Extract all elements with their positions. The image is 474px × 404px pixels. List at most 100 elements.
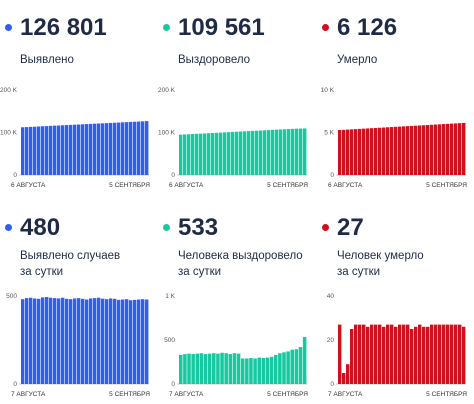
bar [454, 324, 458, 384]
stat-number: 6 126 [337, 14, 398, 41]
bar [294, 349, 299, 384]
bar [231, 131, 235, 175]
bar [212, 353, 216, 384]
stat-label-line2: за сутки [20, 266, 64, 278]
x-start-label: 6 АВГУСТА [328, 182, 363, 189]
bar [25, 127, 29, 175]
bar [199, 353, 204, 384]
bar [145, 121, 149, 175]
bar [113, 298, 117, 384]
bar [191, 354, 195, 384]
stat-label: Умерло [337, 54, 378, 66]
x-end-label: 5 СЕНТЯБРЯ [109, 182, 150, 189]
y-tick-label: 500 [6, 293, 17, 300]
stat-label: Выявлено случаев [20, 250, 121, 262]
bar [183, 134, 187, 175]
bar [145, 299, 149, 384]
bar [232, 353, 237, 384]
stat-panel-detected-total: 126 801 Выявлено 0 100 K 200 K 6 АВГУСТА 5 С… [0, 6, 155, 196]
bar [245, 358, 249, 384]
bar [61, 297, 65, 384]
bar [298, 347, 303, 384]
bar [45, 126, 49, 175]
bar [121, 122, 125, 175]
bar [207, 133, 211, 175]
bar [203, 133, 207, 175]
bar [199, 133, 203, 175]
bar [358, 128, 362, 175]
bar [402, 126, 406, 175]
y-tick-label: 0 [13, 381, 17, 388]
bar [247, 131, 251, 175]
bar [141, 121, 145, 175]
bar [195, 353, 200, 384]
bar [390, 324, 394, 384]
y-tick-label: 0 [171, 172, 175, 179]
bar [269, 356, 274, 384]
chart-detected-total: 0 100 K 200 K 6 АВГУСТА 5 СЕНТЯБРЯ [0, 87, 150, 189]
bar [414, 125, 418, 175]
bar [117, 122, 121, 175]
x-start-label: 6 АВГУСТА [169, 182, 204, 189]
x-end-label: 5 СЕНТЯБРЯ [267, 182, 308, 189]
bar [283, 129, 287, 175]
bar [303, 128, 307, 175]
bar [191, 134, 195, 175]
x-end-label: 5 СЕНТЯБРЯ [426, 391, 467, 398]
bar [378, 127, 382, 175]
y-tick-label: 0 [13, 172, 17, 179]
bar [342, 373, 346, 384]
bar [450, 123, 454, 175]
stat-panel-deaths-daily: 27 Человек умерло за сутки 0 20 40 7 АВГУСТ… [322, 206, 472, 398]
bar [374, 324, 378, 384]
y-tick-label: 10 K [321, 87, 335, 94]
series-dot-icon [163, 224, 170, 231]
bar [89, 123, 93, 175]
bar [398, 126, 402, 175]
x-start-label: 7 АВГУСТА [11, 391, 46, 398]
bar [81, 124, 85, 175]
bar [179, 134, 183, 175]
series-dot-icon [322, 24, 329, 31]
stat-panel-recovered-daily: 533 Человека выздоровело за сутки 0 500 1 … [163, 206, 313, 398]
bar [211, 133, 215, 175]
bar [261, 358, 266, 384]
bar [302, 337, 307, 384]
bar [362, 324, 366, 384]
bar [366, 326, 370, 384]
bar [53, 125, 57, 175]
y-tick-label: 0 [171, 381, 175, 388]
bar [37, 126, 41, 175]
bar [125, 122, 129, 175]
bar [97, 123, 101, 175]
bar [358, 324, 362, 384]
series-dot-icon [5, 224, 12, 231]
bar [227, 132, 231, 175]
bar [85, 124, 89, 175]
bar [354, 324, 358, 384]
bar [378, 324, 382, 384]
bar [257, 357, 261, 384]
bar [93, 298, 97, 384]
y-tick-label: 100 K [158, 130, 176, 137]
bar [275, 129, 279, 175]
bar [41, 297, 45, 384]
bar [228, 354, 233, 384]
bar [69, 299, 73, 384]
bar [263, 130, 267, 175]
bar [338, 130, 342, 175]
bar [390, 127, 394, 175]
bar [418, 324, 422, 384]
bar [81, 298, 85, 384]
bar [21, 299, 25, 384]
bar [129, 121, 133, 175]
bar [454, 123, 458, 175]
bar [458, 324, 462, 384]
bar [141, 299, 145, 384]
bar [450, 324, 454, 384]
bar [430, 324, 434, 384]
bar [438, 324, 442, 384]
bar [179, 354, 183, 384]
bar [346, 129, 350, 175]
bar [249, 358, 253, 384]
